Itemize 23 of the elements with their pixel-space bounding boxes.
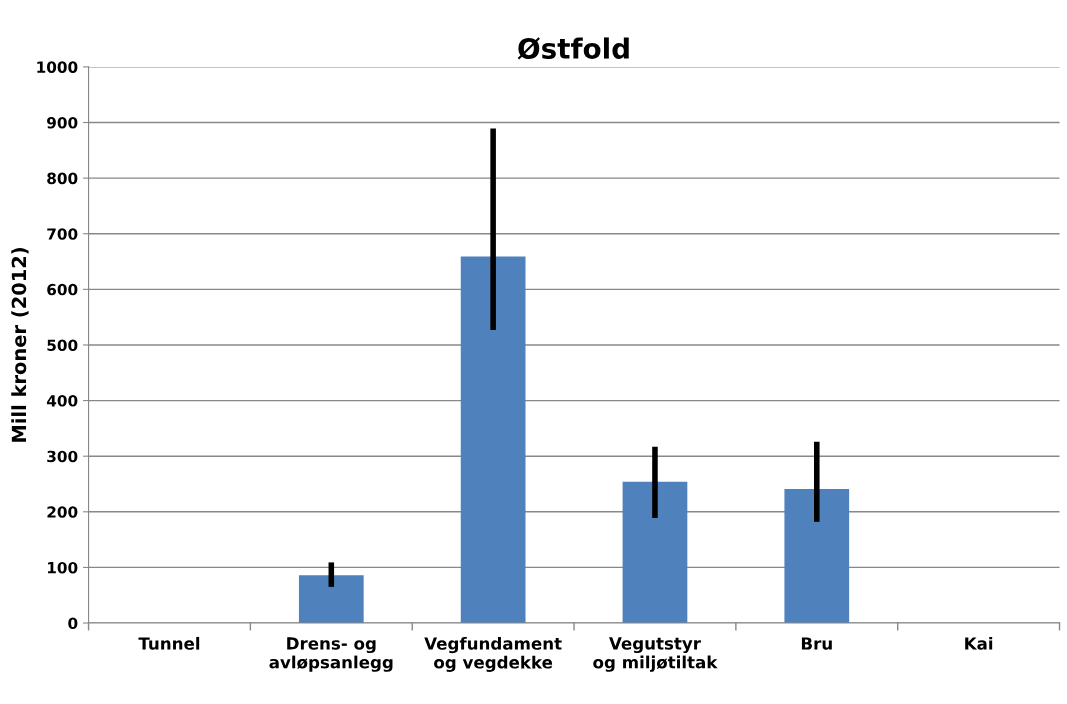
- x-tick-label: Kai: [965, 636, 993, 650]
- y-tick-label: 100: [47, 561, 78, 574]
- x-tick-label: Drens- og avløpsanlegg: [269, 637, 393, 672]
- bar: [460, 256, 526, 624]
- bar: [622, 481, 688, 624]
- y-tick-label: 0: [68, 617, 78, 630]
- x-tick-label: Vegfundament og vegdekke: [424, 636, 562, 672]
- y-tick-label: 900: [47, 116, 78, 129]
- bar: [784, 489, 850, 624]
- y-tick-label: 400: [46, 395, 78, 407]
- x-tick-label: Bru: [801, 637, 832, 650]
- y-tick-label: 600: [47, 283, 78, 296]
- chart-title: Østfold: [517, 37, 629, 60]
- x-tick-label: Tunnel: [138, 636, 200, 650]
- y-tick-label: 700: [47, 228, 78, 240]
- y-tick-label: 500: [47, 339, 78, 351]
- bar: [298, 575, 364, 624]
- y-tick-label: 800: [47, 172, 78, 185]
- y-axis-title: Mill kroner (2012): [11, 247, 29, 442]
- y-tick-label: 200: [47, 506, 78, 518]
- y-tick-label: 1000: [37, 61, 78, 73]
- y-tick-label: 300: [47, 450, 78, 463]
- x-tick-label: Vegutstyr og miljøtiltak: [593, 637, 718, 672]
